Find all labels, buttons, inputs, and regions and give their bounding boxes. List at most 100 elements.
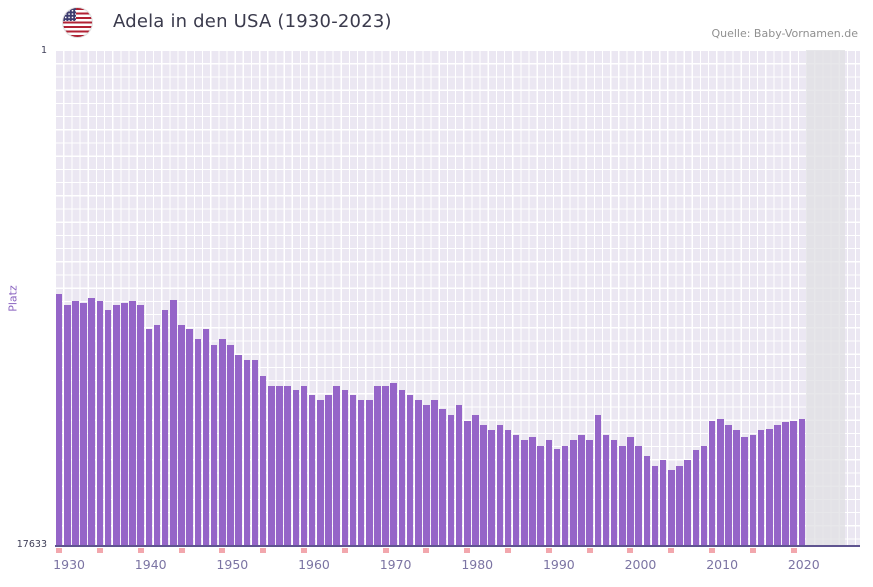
bar-2001	[635, 445, 642, 545]
bar-1950	[219, 339, 226, 545]
bar-1956	[268, 385, 275, 545]
x-minor-tick-1950	[219, 548, 226, 553]
y-axis-title: Platz	[6, 285, 20, 312]
bar-2021	[798, 419, 806, 545]
x-minor-tick-1940	[137, 548, 144, 553]
x-minor-tick-1965	[341, 548, 348, 553]
bar-1949	[210, 344, 218, 545]
bar-2008	[692, 450, 700, 545]
bar-1943	[161, 309, 169, 545]
bar-1997	[602, 434, 610, 545]
x-minor-tick-1990	[545, 548, 552, 553]
bar-1999	[619, 445, 626, 545]
bar-1954	[251, 360, 259, 545]
bar-2000	[627, 437, 634, 545]
bar-2014	[741, 437, 749, 545]
bar-1964	[333, 385, 340, 545]
bar-1996	[594, 414, 602, 545]
y-tick-min: 17633	[16, 539, 47, 550]
bar-1963	[325, 395, 332, 545]
bar-1936	[104, 309, 112, 545]
bar-2020	[790, 420, 798, 545]
bar-1948	[202, 329, 210, 545]
bar-1976	[431, 399, 438, 545]
bar-2007	[684, 459, 691, 545]
x-minor-tick-2015	[749, 548, 756, 553]
bar-1977	[439, 409, 447, 545]
x-minor-tick-2000	[627, 548, 634, 553]
x-minor-tick-1970	[382, 548, 389, 553]
x-label-1990: 1990	[542, 557, 575, 572]
y-tick-max: 1	[40, 45, 47, 56]
x-minor-tick-1930	[56, 548, 63, 553]
bar-1993	[570, 440, 577, 545]
bar-1987	[521, 440, 528, 545]
bar-1988	[529, 437, 536, 545]
bar-1979	[455, 405, 463, 545]
bar-2019	[782, 422, 789, 545]
x-label-2000: 2000	[624, 557, 657, 572]
bar-2016	[757, 430, 765, 545]
bars-container	[55, 50, 806, 545]
bar-1978	[447, 414, 455, 545]
bar-1955	[259, 375, 267, 545]
bar-1960	[300, 385, 308, 545]
bar-1994	[578, 434, 585, 545]
x-minor-tick-1975	[423, 548, 430, 553]
bar-1981	[472, 414, 479, 545]
bar-1931	[63, 305, 71, 545]
x-label-1970: 1970	[379, 557, 412, 572]
source-credit: Quelle: Baby-Vornamen.de	[711, 27, 858, 40]
x-label-1930: 1930	[53, 557, 85, 572]
x-minor-tick-2020	[790, 548, 797, 553]
bar-1939	[129, 301, 136, 545]
bar-1953	[243, 360, 251, 545]
bar-1933	[80, 302, 87, 545]
bar-1958	[284, 385, 291, 545]
bar-2018	[774, 424, 781, 545]
bar-1934	[88, 298, 95, 545]
bar-1973	[406, 395, 414, 545]
bar-2003	[651, 465, 659, 545]
plot-area	[55, 50, 860, 545]
x-minor-tick-1955	[260, 548, 267, 553]
bar-2011	[717, 419, 724, 545]
bar-1986	[512, 434, 520, 545]
bar-1968	[365, 399, 373, 545]
x-minor-tick-1935	[96, 548, 103, 553]
bar-1947	[194, 339, 202, 545]
x-minor-tick-1985	[505, 548, 512, 553]
bar-1935	[96, 301, 104, 545]
recent-years-strip	[806, 50, 845, 545]
bar-1982	[480, 424, 487, 545]
bar-2017	[765, 429, 773, 545]
bar-1957	[276, 385, 283, 545]
bar-1945	[178, 325, 185, 545]
x-minor-tick-2005	[668, 548, 675, 553]
bar-1932	[72, 301, 79, 545]
bar-2002	[643, 455, 651, 545]
bar-1991	[553, 448, 561, 545]
bar-2013	[733, 430, 740, 545]
x-label-1950: 1950	[216, 557, 249, 572]
bar-1984	[496, 424, 504, 545]
bar-1966	[349, 395, 357, 545]
bar-1975	[423, 405, 430, 545]
x-axis-line	[55, 545, 860, 547]
x-label-2010: 2010	[706, 557, 739, 572]
bar-1995	[586, 440, 593, 545]
x-minor-tick-1980	[464, 548, 471, 553]
bar-1989	[537, 445, 544, 545]
bar-1959	[292, 389, 300, 545]
bar-1951	[227, 344, 234, 545]
bar-1967	[357, 399, 365, 545]
us-flag-icon	[63, 8, 92, 37]
bar-1969	[374, 385, 381, 545]
bar-1961	[308, 395, 316, 545]
bar-1946	[186, 329, 193, 545]
bar-1938	[121, 302, 128, 545]
bar-1952	[235, 354, 242, 545]
bar-1985	[504, 430, 512, 545]
bar-2004	[659, 459, 667, 545]
